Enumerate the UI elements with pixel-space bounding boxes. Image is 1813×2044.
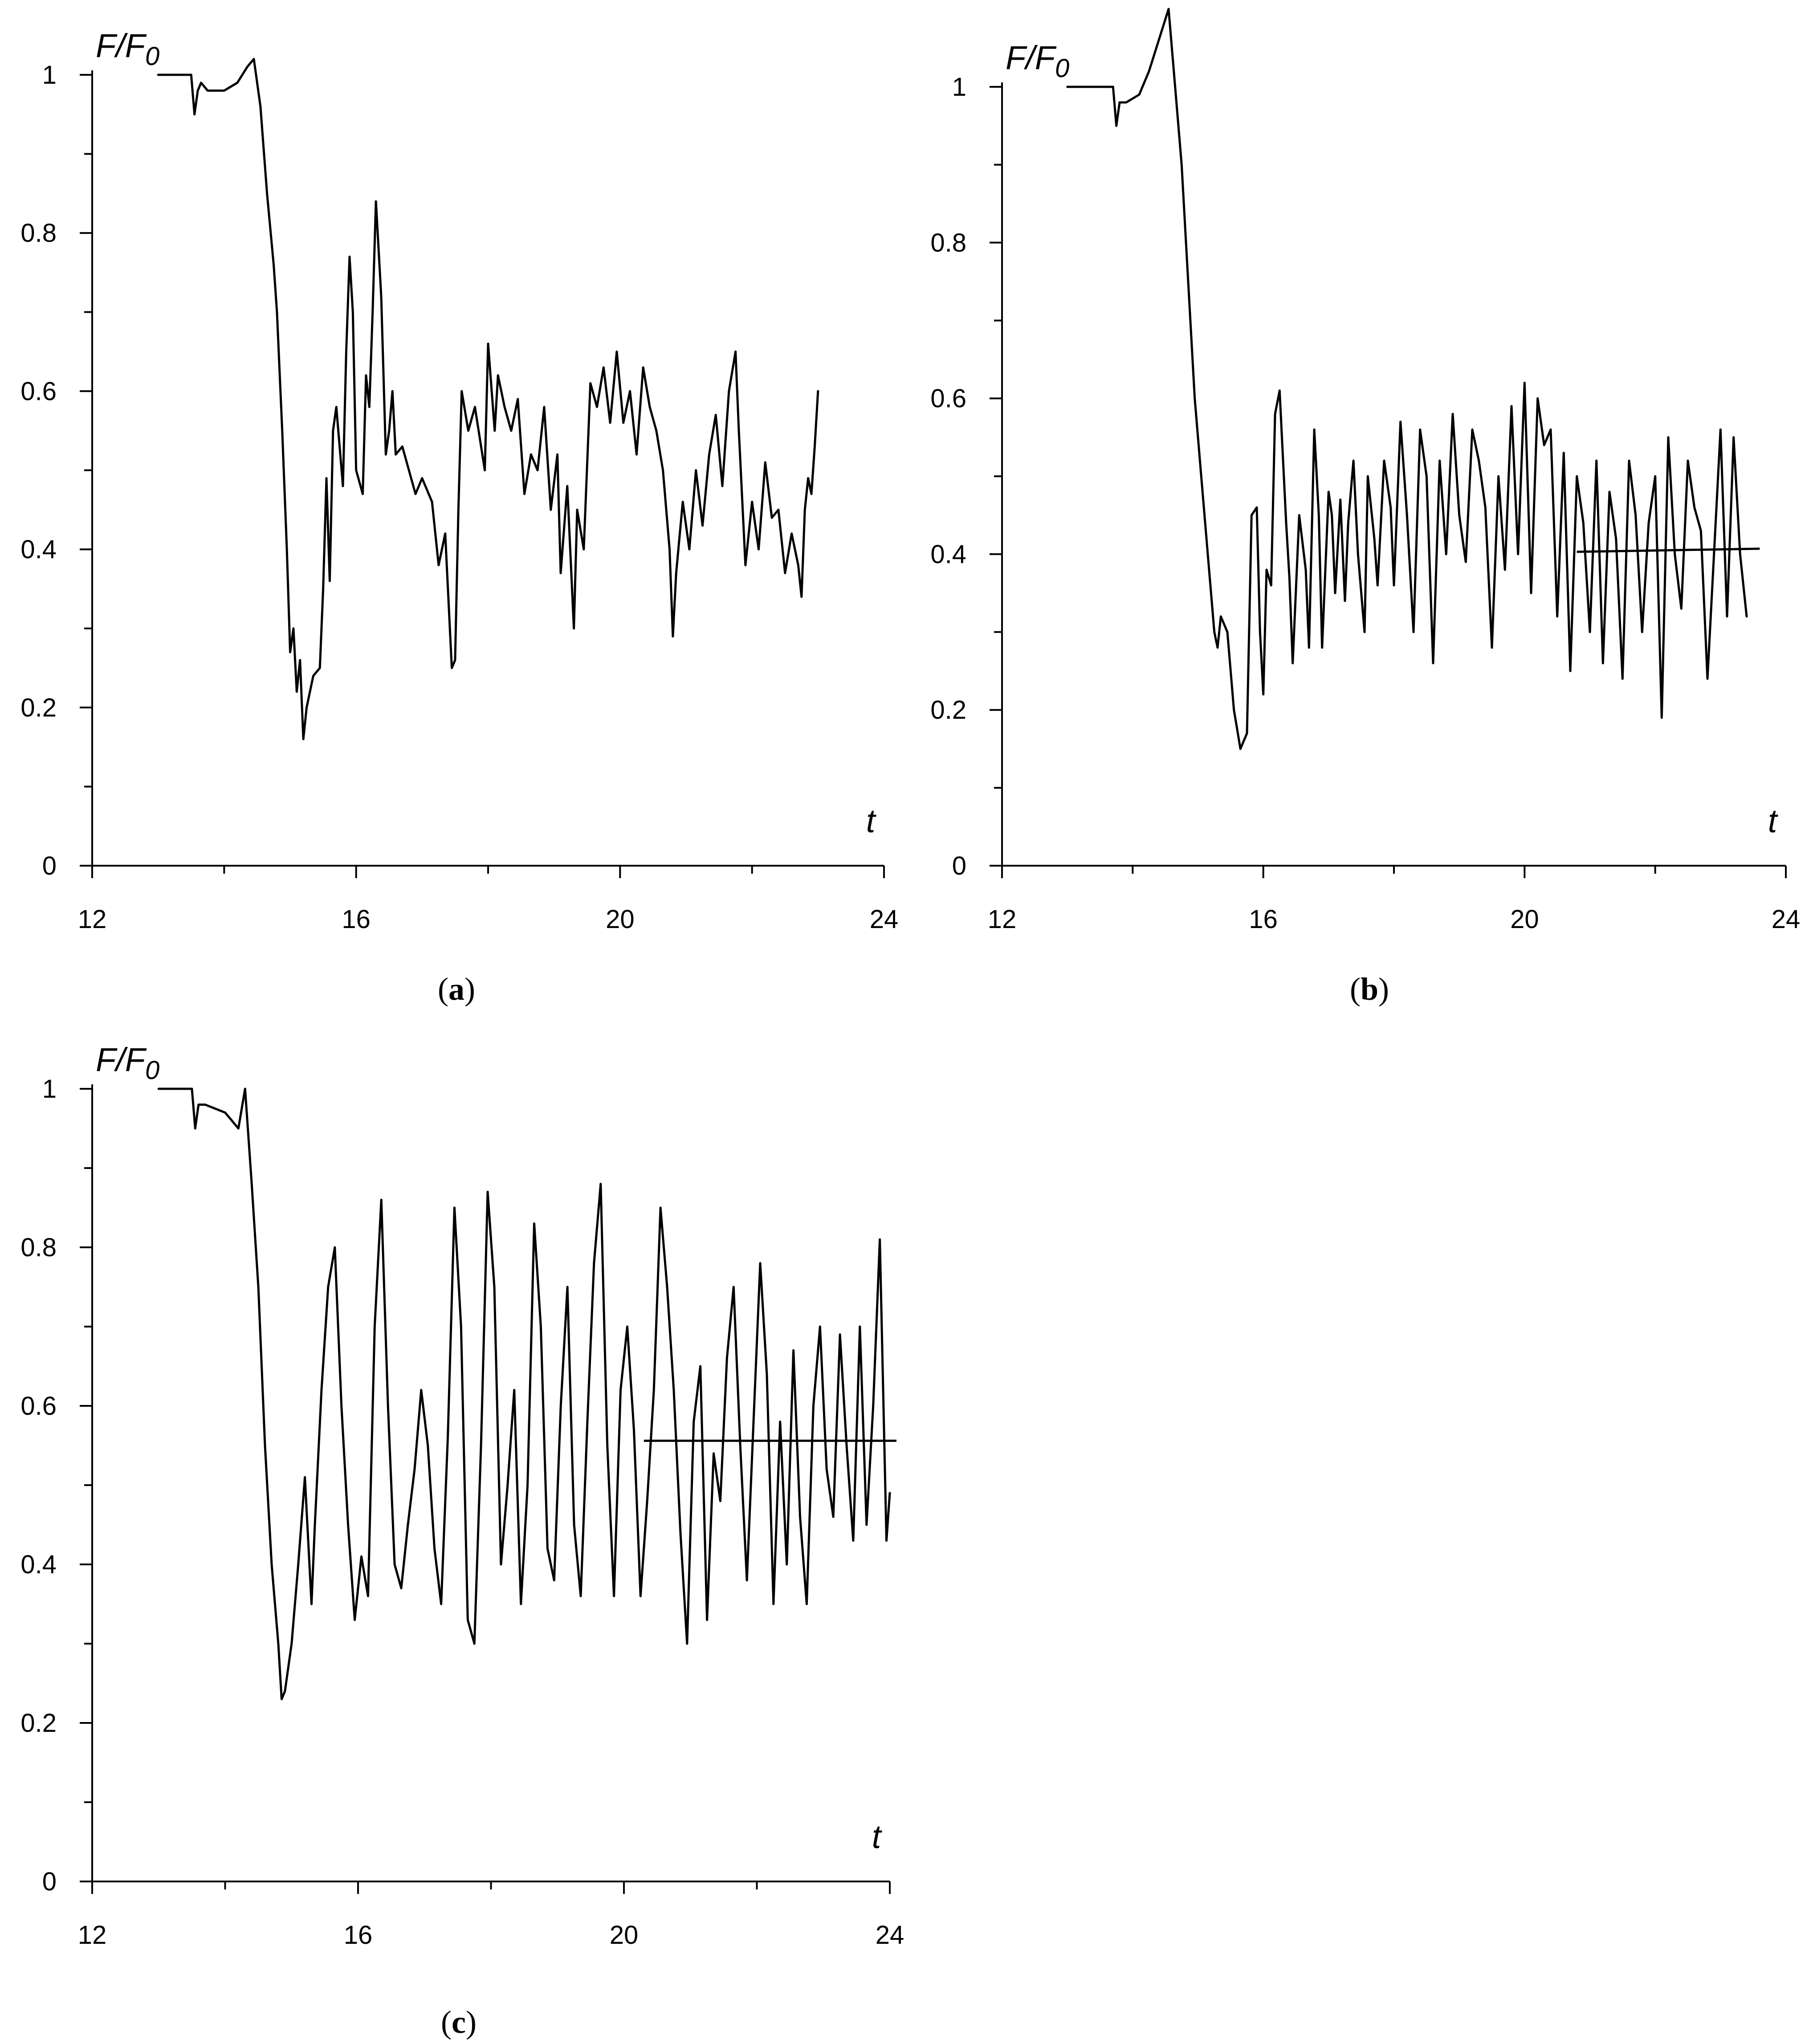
series-line [157,58,819,741]
y-tick-label: 0.2 [20,1709,57,1738]
x-tick-label: 12 [78,905,107,934]
y-axis-title-subscript: 0 [145,1056,159,1085]
x-axis-title: t [872,1818,883,1855]
panel-label: (a) [438,971,475,1007]
y-tick-label: 1 [42,61,57,90]
x-tick-label: 24 [876,1921,904,1950]
series-line [1066,8,1748,750]
panel-label-letter: c [452,2004,466,2040]
y-tick-label: 0 [952,851,966,880]
x-tick-label: 20 [610,1921,639,1950]
y-tick-label: 0.2 [930,696,966,725]
y-tick-label: 0.4 [20,535,57,564]
panel-label-open-paren: ( [438,971,448,1007]
y-axis-title: F/F0 [96,27,159,71]
y-tick-label: 0.8 [20,219,57,248]
panel-label: (b) [1350,971,1389,1007]
y-axis-title-subscript: 0 [1055,54,1069,83]
panel-label-letter: a [448,971,464,1007]
x-tick-label: 12 [78,1921,107,1950]
y-tick-label: 0.2 [20,693,57,722]
y-tick-label: 0.6 [930,384,966,413]
x-tick-label: 24 [1772,905,1801,934]
y-axis-title: F/F0 [1006,39,1069,83]
panel-label-close-paren: ) [464,971,475,1007]
y-tick-label: 0.8 [930,228,966,257]
y-tick-label: 0 [42,1867,57,1896]
y-axis-title-subscript: 0 [145,42,159,71]
x-tick-label: 20 [606,905,635,934]
panel-label-letter: b [1361,971,1378,1007]
panel-label-open-paren: ( [441,2004,452,2040]
x-axis-title: t [1768,802,1779,839]
x-tick-label: 16 [1249,905,1278,934]
x-tick-label: 16 [342,905,371,934]
y-axis-title: F/F0 [96,1041,159,1085]
x-axis-title: t [866,802,877,839]
x-tick-label: 24 [870,905,899,934]
y-tick-label: 1 [952,73,966,102]
series-line [157,1087,891,1701]
y-axis-title-main: F/F [96,27,147,64]
y-axis-title-main: F/F [96,1041,147,1078]
panel-label-open-paren: ( [1350,971,1361,1007]
x-tick-label: 20 [1510,905,1539,934]
panel-label-close-paren: ) [466,2004,477,2040]
x-tick-label: 12 [988,905,1017,934]
y-tick-label: 0.6 [20,377,57,406]
y-tick-label: 0.6 [20,1392,57,1421]
panel-label-close-paren: ) [1378,971,1389,1007]
panel-label: (c) [441,2004,477,2040]
y-tick-label: 0.4 [930,540,966,569]
y-tick-label: 0 [42,851,57,880]
y-tick-label: 0.4 [20,1550,57,1579]
x-tick-label: 16 [344,1921,373,1950]
y-axis-title-main: F/F [1006,39,1057,76]
y-tick-label: 1 [42,1075,57,1103]
mean-line [1577,547,1760,553]
y-tick-label: 0.8 [20,1233,57,1262]
